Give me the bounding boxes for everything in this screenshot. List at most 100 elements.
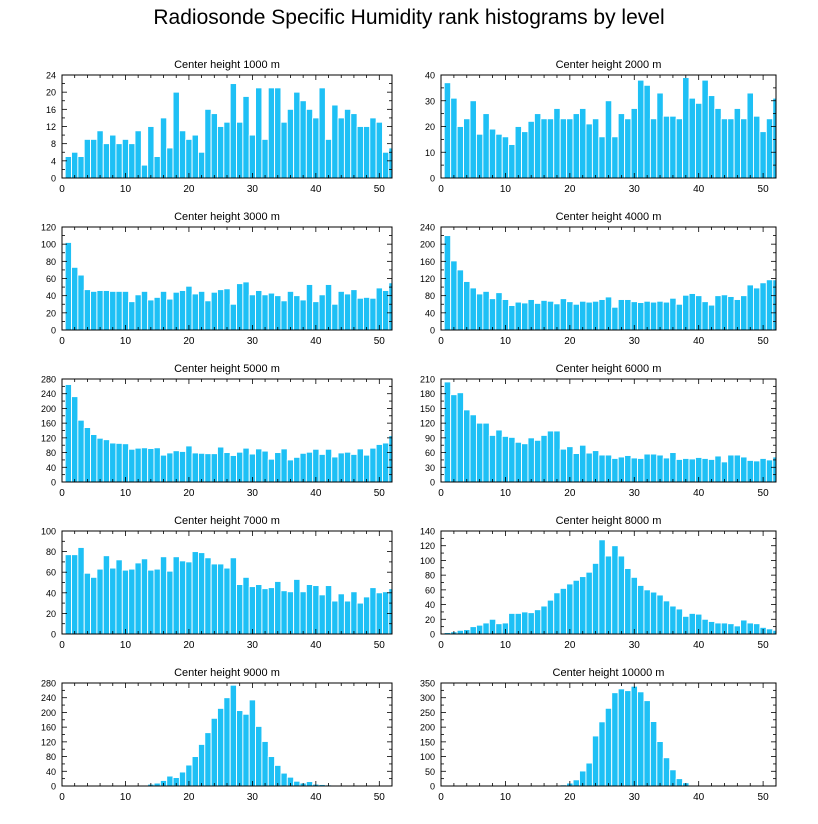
bar: [305, 584, 314, 635]
y-tick-label: 120: [420, 541, 435, 551]
y-tick-label: 100: [420, 556, 435, 566]
bar: [675, 118, 684, 179]
bar: [109, 290, 117, 331]
bar: [521, 443, 529, 483]
bar: [140, 558, 149, 635]
bar: [566, 118, 574, 179]
bar: [375, 444, 383, 483]
bar: [714, 108, 722, 179]
x-tick-label: 10: [500, 488, 512, 499]
bar: [280, 448, 288, 483]
bar: [178, 290, 187, 331]
bar: [356, 297, 364, 331]
bar: [382, 151, 390, 179]
bar: [469, 414, 477, 483]
y-tick-label: 50: [425, 767, 435, 777]
bar: [147, 126, 155, 179]
bar: [643, 700, 651, 787]
x-tick-label: 40: [693, 336, 705, 347]
x-tick-label: 20: [564, 184, 576, 195]
bar: [274, 87, 282, 179]
bar: [643, 589, 651, 635]
y-tick-label: 40: [46, 291, 56, 301]
bar: [450, 260, 458, 331]
y-tick-label: 120: [41, 223, 56, 233]
x-tick-label: 0: [59, 792, 65, 803]
x-tick-label: 0: [59, 488, 65, 499]
y-tick-label: 150: [420, 404, 435, 414]
bar: [166, 298, 174, 331]
bar: [624, 299, 632, 331]
bar: [248, 294, 257, 331]
bar: [637, 79, 645, 179]
bar: [83, 138, 92, 179]
bar: [102, 143, 111, 179]
x-tick-label: 50: [374, 640, 386, 651]
y-tick-label: 80: [46, 257, 56, 267]
bar: [740, 456, 748, 483]
bar: [134, 130, 142, 179]
bar: [488, 434, 497, 483]
bar: [166, 775, 174, 787]
y-tick-label: 40: [46, 463, 56, 473]
bar: [682, 458, 690, 483]
bar: [121, 290, 130, 331]
bar: [443, 235, 452, 331]
bar: [77, 156, 85, 179]
bar: [579, 576, 587, 635]
x-tick-label: 0: [59, 336, 65, 347]
bar: [83, 289, 92, 331]
bar: [369, 587, 377, 635]
bar: [324, 585, 333, 635]
y-tick-label: 0: [430, 478, 435, 488]
bar: [242, 576, 250, 635]
bar: [343, 293, 352, 331]
bar: [261, 138, 269, 179]
bar: [475, 422, 484, 483]
bar: [521, 131, 529, 179]
y-tick-label: 240: [420, 223, 435, 233]
bar: [337, 290, 345, 331]
y-tick-label: 60: [46, 274, 56, 284]
x-tick-label: 20: [183, 336, 195, 347]
bar: [714, 295, 722, 331]
bar: [217, 707, 225, 787]
bar: [598, 299, 606, 331]
bar: [204, 557, 212, 635]
bar: [740, 118, 748, 179]
bar: [707, 304, 716, 331]
bar: [643, 300, 651, 331]
y-tick-label: 160: [420, 257, 435, 267]
bar: [280, 300, 288, 331]
bar: [624, 690, 632, 787]
bar: [286, 108, 295, 179]
bar: [482, 422, 490, 483]
x-tick-label: 0: [438, 336, 444, 347]
bar: [140, 447, 149, 483]
bar: [559, 298, 568, 331]
bar: [630, 108, 638, 179]
y-tick-label: 0: [430, 326, 435, 336]
y-tick-label: 0: [51, 630, 56, 640]
bar: [765, 279, 774, 331]
bar: [662, 301, 671, 331]
x-tick-label: 50: [374, 792, 386, 803]
bar: [533, 439, 542, 483]
bar: [293, 91, 301, 179]
y-tick-label: 4: [51, 156, 56, 166]
y-tick-label: 240: [41, 389, 56, 399]
y-tick-label: 0: [51, 478, 56, 488]
x-tick-label: 20: [564, 640, 576, 651]
bar: [501, 136, 510, 179]
bar: [185, 561, 193, 635]
bar: [140, 164, 149, 179]
bar: [223, 452, 231, 483]
bar: [191, 452, 199, 483]
bar: [527, 437, 535, 483]
bar: [475, 293, 484, 331]
y-tick-label: 12: [46, 122, 56, 132]
y-tick-label: 90: [425, 433, 435, 443]
bar: [172, 556, 180, 635]
bar: [210, 291, 218, 331]
bar: [746, 284, 754, 331]
